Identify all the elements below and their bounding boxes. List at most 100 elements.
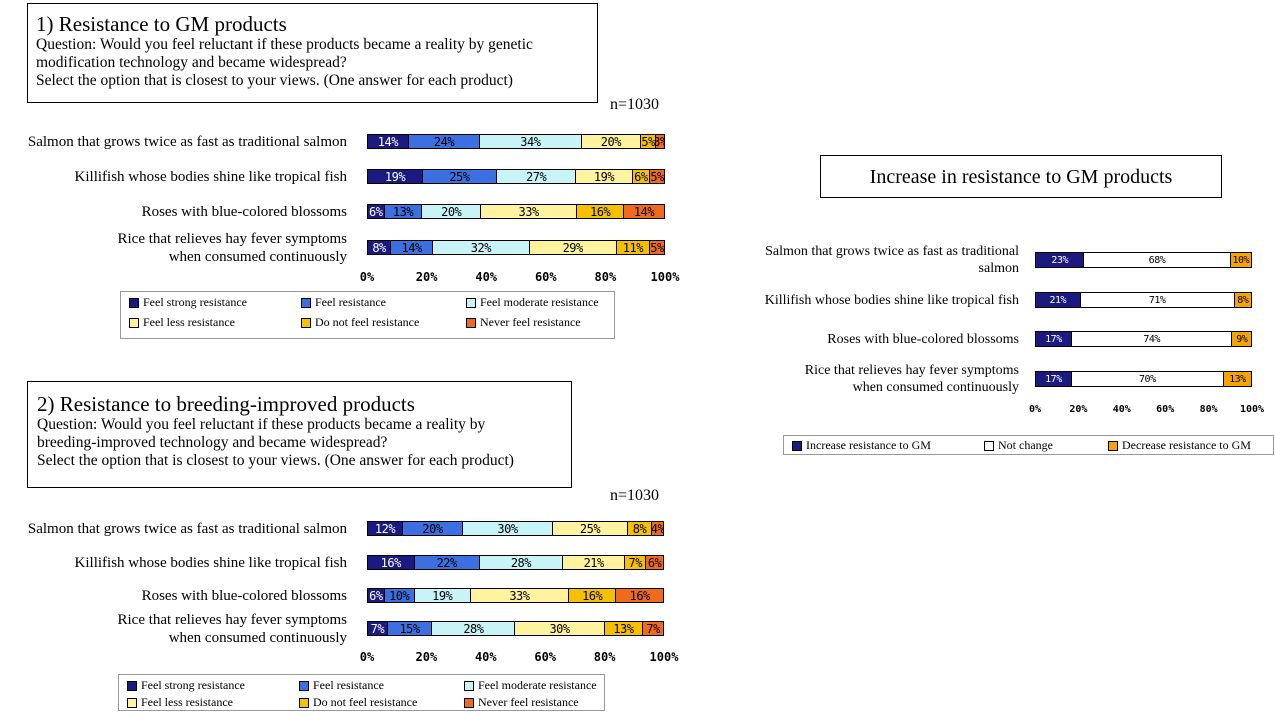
panel2-bar-segment: 16% [616,588,664,603]
panel1-bar-segment: 32% [433,240,530,255]
panel2-category-label: Roses with blue-colored blossoms [0,587,347,605]
panel2-category-label-line: Salmon that grows twice as fast as tradi… [27,520,347,537]
panel2-title-box: 2) Resistance to breeding-improved produ… [27,381,572,488]
panel3-category-label-line: Roses with blue-colored blossoms [827,331,1019,347]
panel2-legend-item: Do not feel resistance [299,695,417,710]
panel2-legend-swatch [127,680,137,691]
panel1-bar-segment: 8% [367,240,392,255]
panel1-legend-label: Feel resistance [315,295,386,309]
panel3-bar-segment: 68% [1084,252,1231,268]
panel1-bar-segment: 34% [480,134,582,149]
panel2-legend-swatch [299,680,309,691]
panel2-title: 2) Resistance to breeding-improved produ… [37,392,415,416]
panel2-category-label-line: Killifish whose bodies shine like tropic… [74,554,347,571]
panel2-question-line-1: Question: Would you feel reluctant if th… [37,416,486,433]
panel1-bar-segment: 6% [367,204,385,219]
panel3-category-label: Roses with blue-colored blossoms [639,331,1019,348]
panel2-x-tick-label: 80% [593,650,616,664]
panel1-bar-segment: 29% [529,240,617,255]
panel3-x-tick-label: 60% [1156,404,1175,415]
panel1-bar-segment: 14% [391,240,434,255]
panel3-bar-segment: 17% [1035,331,1072,347]
panel3-category-label-line: Rice that relieves hay fever symptoms [804,363,1019,378]
panel3-bar-segment: 10% [1230,252,1252,268]
panel3-bar-segment: 13% [1223,371,1252,387]
panel1-x-tick-label: 80% [594,270,617,284]
panel2-bar-segment: 7% [625,555,647,570]
panel1-legend-item: Never feel resistance [466,315,581,330]
panel3-bar-segment: 23% [1035,252,1085,268]
panel3-title-box: Increase in resistance to GM products [820,155,1222,198]
panel3-category-label-line: when consumed continuously [852,380,1019,395]
panel2-legend-swatch [299,697,309,708]
panel1-category-label: Roses with blue-colored blossoms [0,203,347,221]
panel2-n-label: n=1030 [610,487,660,504]
panel3-bar-segment: 21% [1035,292,1081,308]
panel2-bar-segment: 20% [403,521,463,536]
panel2-question-line-3: Select the option that is closest to you… [37,452,514,469]
panel3-legend-swatch [984,440,994,451]
panel3-bar-segment: 8% [1234,292,1252,308]
panel2-bar-segment: 22% [414,555,480,570]
panel2-bar-segment: 4% [652,521,664,536]
panel2-bar-segment: 30% [515,621,605,636]
panel1-bar-segment: 14% [367,134,409,149]
panel1-bar-segment: 25% [423,169,497,184]
panel1-x-tick-label: 20% [415,270,438,284]
panel3-legend: Increase resistance to GM Not change Decre… [783,435,1274,455]
panel1-bar-row: 8% 14% 32% 29% 11% 5% [367,240,665,255]
panel2-legend: Feel strong resistance Feel resistance Fee… [118,674,605,711]
panel2-legend-label: Do not feel resistance [313,695,418,709]
panel3-legend-item: Decrease resistance to GM [1108,438,1251,453]
panel1-bar-segment: 20% [422,204,481,219]
panel2-legend-swatch [464,697,474,708]
panel1-bar-segment: 33% [480,204,578,219]
panel3-x-tick-label: 20% [1069,404,1088,415]
panel3-legend-item: Not change [984,438,1053,453]
panel1-bar-segment: 5% [641,134,657,149]
panel2-legend-label: Feel resistance [313,678,384,692]
panel1-bar-segment: 6% [632,169,651,184]
panel2-legend-item: Never feel resistance [464,695,579,710]
panel1-bar-segment: 19% [367,169,424,184]
panel2-category-label: Salmon that grows twice as fast as tradi… [0,520,347,538]
panel2-category-label-line: when consumed continuously [168,629,347,646]
panel2-legend-item: Feel less resistance [127,695,233,710]
panel1-category-label-line: Killifish whose bodies shine like tropic… [74,168,347,185]
panel2-bar-row: 16% 22% 28% 21% 7% 6% [367,555,664,570]
panel2-category-label: Killifish whose bodies shine like tropic… [0,554,347,572]
panel3-bar-row: 17% 70% 13% [1035,371,1252,387]
panel2-bar-segment: 7% [367,621,388,636]
panel1-bar-segment: 5% [649,240,665,255]
panel1-bar-row: 6% 13% 20% 33% 16% 14% [367,204,665,219]
panel2-bar-segment: 8% [628,521,652,536]
panel2-x-tick-label: 0% [359,650,375,664]
panel2-bar-segment: 28% [432,621,516,636]
panel3-bar-segment: 17% [1035,371,1072,387]
panel2-legend-label: Never feel resistance [478,695,579,709]
panel2-legend-swatch [127,697,137,708]
panel3-legend-swatch [792,440,802,451]
panel2-bar-row: 6% 10% 19% 33% 16% 16% [367,588,664,603]
panel2-bar-segment: 19% [414,588,471,603]
panel1-bar-segment: 27% [496,169,577,184]
panel3-bar-row: 17% 74% 9% [1035,331,1252,347]
panel2-legend-item: Feel strong resistance [127,678,245,693]
panel2-bar-segment: 16% [568,588,617,603]
panel2-legend-item: Feel moderate resistance [464,678,597,693]
panel3-legend-label: Decrease resistance to GM [1122,438,1251,452]
panel3-bar-row: 23% 68% 10% [1035,252,1252,268]
panel3-bar-segment: 74% [1071,331,1233,347]
panel2-bar-row: 7% 15% 28% 30% 13% 7% [367,621,664,636]
panel2-bar-segment: 28% [479,555,563,570]
panel2-bar-segment: 15% [387,621,433,636]
panel1-legend-swatch [129,317,139,328]
panel1-legend-label: Feel moderate resistance [480,295,599,309]
panel3-title: Increase in resistance to GM products [869,165,1173,188]
panel2-bar-row: 12%20%30%25%8%4% [367,521,664,536]
panel3-category-label-line: Killifish whose bodies shine like tropic… [764,292,1019,308]
panel3-bar-row: 21% 71% 8% [1035,292,1252,308]
panel2-legend-swatch [464,680,474,691]
panel1-legend-item: Feel less resistance [129,315,235,330]
panel1-legend-label: Feel less resistance [143,315,235,329]
